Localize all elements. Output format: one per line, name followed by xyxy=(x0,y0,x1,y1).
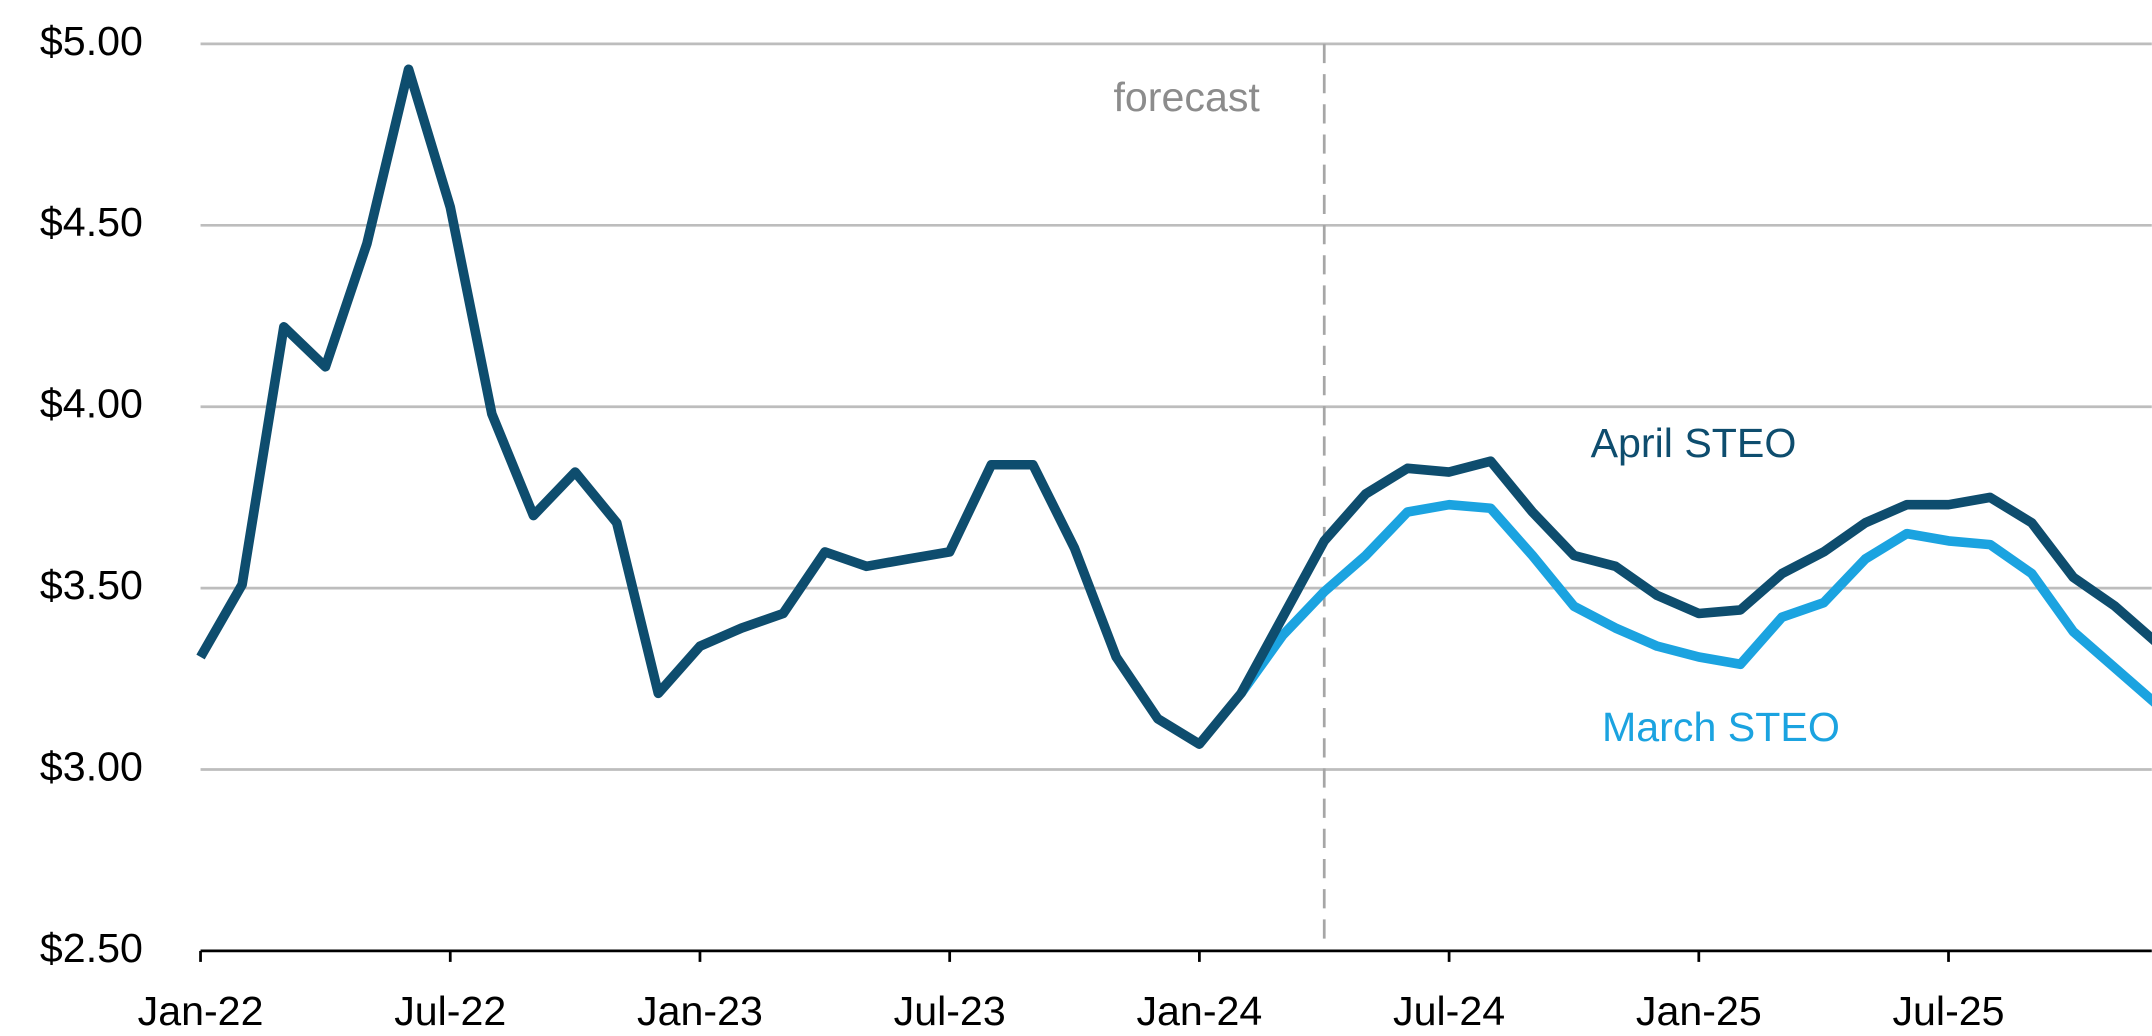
x-tick-label: Jul-25 xyxy=(1892,988,2004,1034)
series-label: March STEO xyxy=(1602,704,1840,750)
x-tick-label: Jul-22 xyxy=(394,988,506,1034)
y-tick-label: $3.00 xyxy=(40,743,143,789)
series-label: April STEO xyxy=(1591,420,1797,466)
x-tick-label: Jan-23 xyxy=(637,988,763,1034)
y-tick-label: $5.00 xyxy=(40,18,143,64)
y-tick-label: $4.00 xyxy=(40,381,143,427)
y-tick-label: $4.50 xyxy=(40,199,143,245)
x-tick-label: Jan-25 xyxy=(1636,988,1762,1034)
y-tick-label: $3.50 xyxy=(40,562,143,608)
x-tick-label: Jan-24 xyxy=(1136,988,1262,1034)
forecast-label: forecast xyxy=(1113,74,1260,120)
x-tick-label: Jan-22 xyxy=(138,988,264,1034)
x-tick-label: Jul-23 xyxy=(894,988,1006,1034)
x-tick-label: Jul-24 xyxy=(1393,988,1505,1034)
y-tick-label: $2.50 xyxy=(40,925,143,971)
series-line xyxy=(196,64,2152,749)
series-line xyxy=(1237,499,2152,707)
